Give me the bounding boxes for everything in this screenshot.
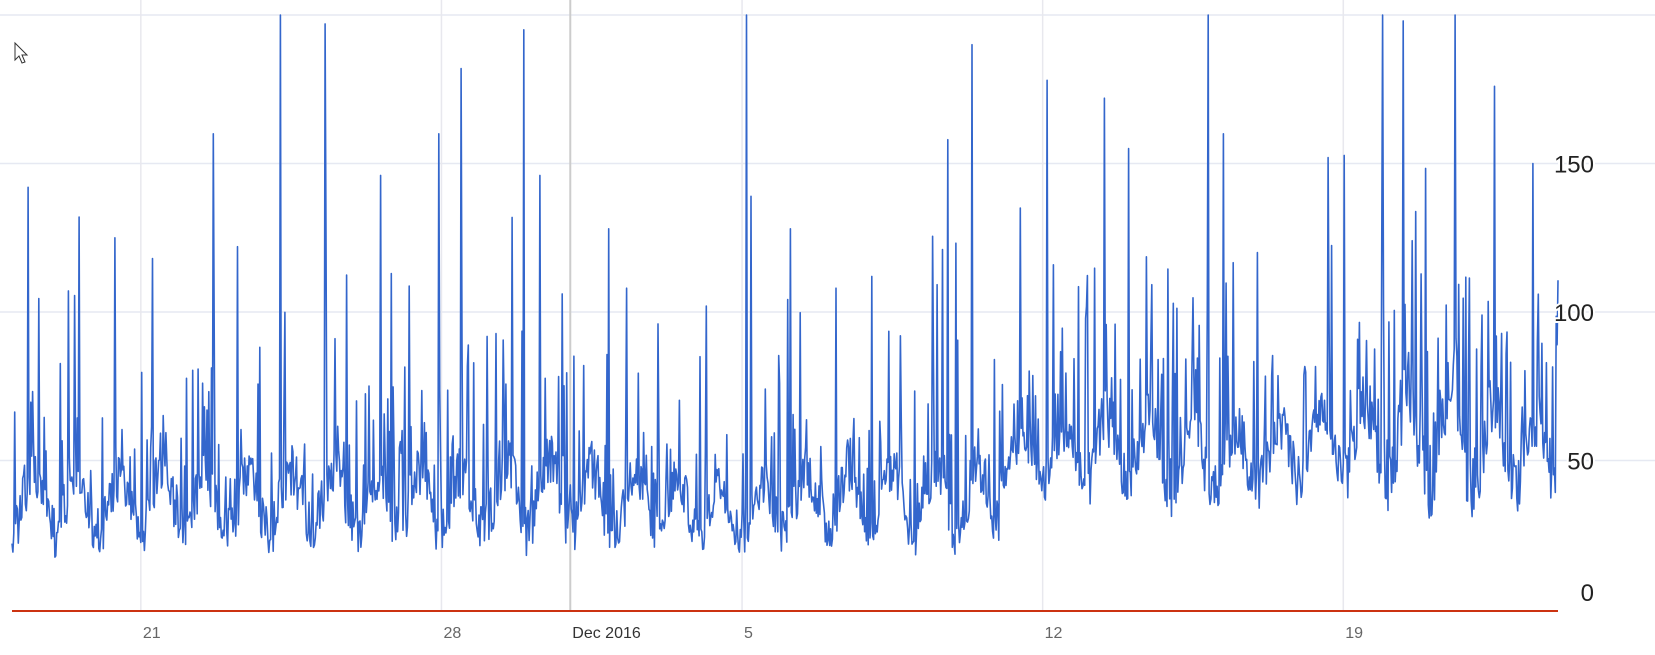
y-tick-label: 150 (1554, 152, 1594, 179)
x-tick-label: 28 (443, 625, 461, 642)
gridlines (0, 0, 1655, 611)
x-tick-label: Dec 2016 (572, 625, 641, 642)
x-tick-label: 21 (143, 625, 161, 642)
y-tick-label: 0 (1581, 580, 1594, 607)
mouse-cursor-icon (14, 41, 29, 64)
axes (12, 41, 1558, 612)
y-tick-label: 50 (1567, 449, 1594, 476)
x-tick-label: 12 (1045, 625, 1063, 642)
series-layer (11, 14, 1559, 558)
x-tick-label: 19 (1345, 625, 1363, 642)
y-tick-label: 100 (1554, 300, 1594, 327)
series-line (11, 14, 1559, 558)
tick-labels: 21 28 Dec 2016 5 12 19 0 50 100 150 (143, 150, 1596, 643)
x-tick-label: 5 (744, 625, 753, 642)
